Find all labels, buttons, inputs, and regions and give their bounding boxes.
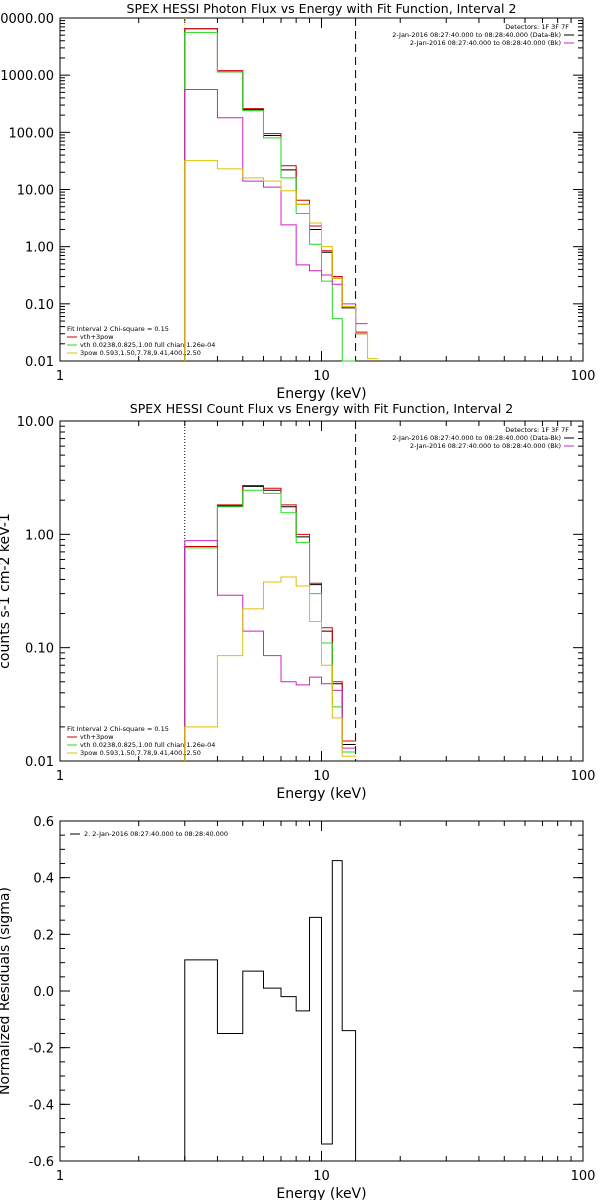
chart-title: SPEX HESSI Photon Flux vs Energy with Fi…	[127, 1, 517, 16]
y-tick-label: 10.00	[17, 184, 54, 199]
y-tick-label: 0000.00	[0, 12, 54, 27]
x-tick-label: 1	[56, 369, 64, 384]
fit-legend-label: vth+3pow	[80, 333, 114, 341]
x-tick-label: 100	[571, 369, 596, 384]
fit-legend-label: vth+3pow	[80, 733, 114, 741]
y-tick-label: 100.00	[9, 126, 55, 141]
data-series-1	[184, 485, 356, 761]
plot-panel-1: SPEX HESSI Photon Flux vs Energy with Fi…	[0, 1, 595, 402]
y-tick-label: 0.6	[33, 815, 54, 830]
y-tick-label: 0.01	[25, 355, 54, 370]
x-tick-label: 10	[313, 369, 330, 384]
y-tick-label: -0.4	[29, 1098, 54, 1113]
data-series-2	[184, 484, 356, 761]
y-tick-label: 10.00	[17, 415, 54, 430]
plot-panel-2: SPEX HESSI Count Flux vs Energy with Fit…	[0, 401, 595, 802]
y-tick-label: 0.01	[25, 755, 54, 770]
x-tick-label: 100	[571, 769, 596, 784]
data-series-1	[184, 860, 357, 1161]
x-tick-label: 1	[56, 769, 64, 784]
data-series-3	[184, 31, 356, 362]
y-tick-label: -0.2	[29, 1042, 54, 1057]
chart-title: SPEX HESSI Count Flux vs Energy with Fit…	[130, 401, 513, 416]
legend-header: Detectors: 1F 3F 7F	[505, 426, 569, 434]
data-series-4	[184, 540, 356, 761]
y-tick-label: 0.10	[25, 642, 54, 657]
fit-legend-header: Fit Interval 2 Chi-square = 0.15	[67, 325, 169, 333]
x-tick-label: 100	[571, 1169, 596, 1184]
fit-legend-label: 3pow 0.593,1.50,7.78,9.41,400.,2.50	[80, 749, 201, 757]
y-axis-label: counts s-1 cm-2 keV-1	[0, 513, 13, 669]
data-series-1	[184, 28, 368, 361]
y-tick-label: 1.00	[25, 241, 54, 256]
x-tick-label: 1	[56, 1169, 64, 1184]
y-tick-label: 0.0	[33, 985, 54, 1000]
y-tick-label: 1.00	[25, 528, 54, 543]
x-tick-label: 10	[313, 769, 330, 784]
residual-legend-label: 2. 2-Jan-2016 08:27:40.000 to 08:28:40.0…	[84, 830, 228, 838]
legend-entry-label: 2-Jan-2016 08:27:40.000 to 08:28:40.000 …	[392, 31, 561, 39]
y-tick-label: 0.10	[25, 298, 54, 313]
data-series-2	[184, 28, 368, 361]
y-tick-label: 0.4	[33, 872, 54, 887]
legend-entry-label: 2-Jan-2016 08:27:40.000 to 08:28:40.000 …	[410, 39, 561, 47]
data-series-5	[184, 576, 356, 761]
x-axis-label: Energy (keV)	[276, 386, 366, 402]
legend-header: Detectors: 1F 3F 7F	[505, 23, 569, 31]
fit-legend-label: vth 0.0238,0.825,1.00 full chian 1.26e-0…	[80, 741, 215, 749]
data-series-5	[184, 160, 379, 361]
x-axis-label: Energy (keV)	[276, 1186, 366, 1200]
y-axis-label: Normalized Residuals (sigma)	[0, 887, 13, 1095]
legend-entry-label: 2-Jan-2016 08:27:40.000 to 08:28:40.000 …	[410, 442, 561, 450]
x-axis-label: Energy (keV)	[276, 786, 366, 802]
plot-panel-3: 1 10 100 Energy (keV) -0.6 -0.4 -0.2 0.0 0.2 0.4 0…	[0, 815, 595, 1200]
y-tick-label: 0.2	[33, 928, 54, 943]
legend-entry-label: 2-Jan-2016 08:27:40.000 to 08:28:40.000 …	[392, 434, 561, 442]
x-tick-label: 10	[313, 1169, 330, 1184]
plot-frame	[59, 17, 584, 362]
fit-legend-header: Fit Interval 2 Chi-square = 0.15	[67, 725, 169, 733]
y-tick-label: 1000.00	[0, 69, 54, 84]
data-series-3	[184, 489, 356, 761]
fit-legend-label: 3pow 0.593,1.50,7.78,9.41,400.,2.50	[80, 349, 201, 357]
fit-legend-label: vth 0.0238,0.825,1.00 full chian 1.26e-0…	[80, 341, 215, 349]
y-tick-label: -0.6	[29, 1155, 54, 1170]
data-series-4	[184, 89, 368, 361]
